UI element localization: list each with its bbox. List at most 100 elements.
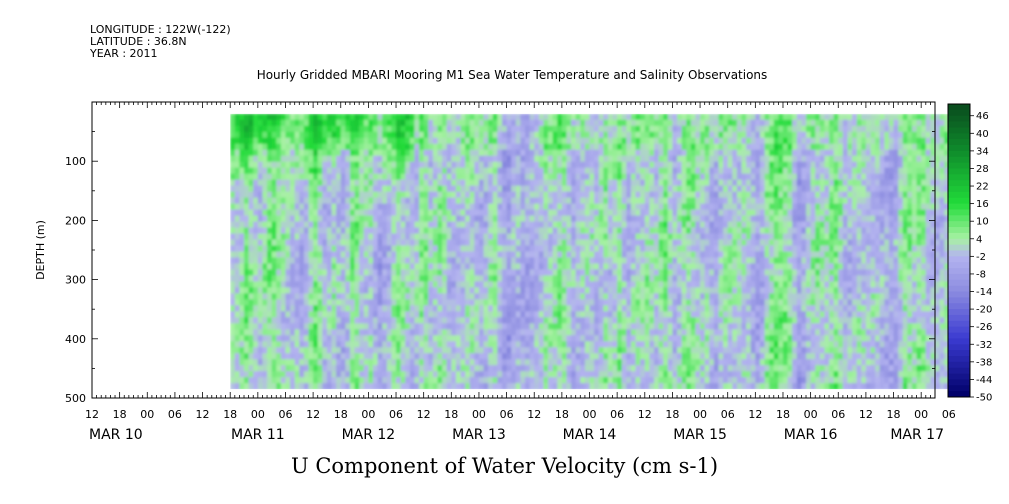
heatmap-cell — [617, 371, 623, 378]
heatmap-cell — [630, 293, 637, 301]
heatmap-cell — [603, 245, 609, 253]
heatmap-cell — [396, 275, 402, 283]
heatmap-cell — [377, 125, 384, 133]
heatmap-cell — [492, 383, 499, 390]
heatmap-cell — [276, 341, 282, 349]
heatmap-cell — [285, 269, 291, 277]
heatmap-cell — [511, 215, 517, 223]
heatmap-cell — [690, 179, 697, 187]
heatmap-cell — [244, 347, 250, 355]
heatmap-cell — [607, 251, 614, 259]
heatmap-cell — [686, 251, 692, 259]
heatmap-cell — [677, 191, 683, 199]
heatmap-cell — [382, 197, 388, 205]
heatmap-cell — [253, 197, 259, 205]
heatmap-cell — [603, 179, 609, 187]
heatmap-cell — [672, 275, 678, 283]
heatmap-cell — [607, 155, 614, 163]
heatmap-cell — [280, 293, 287, 301]
heatmap-cell — [709, 311, 715, 319]
heatmap-cell — [635, 311, 641, 319]
heatmap-cell — [686, 209, 692, 217]
heatmap-cell — [326, 377, 333, 384]
heatmap-cell — [313, 209, 319, 217]
heatmap-cell — [437, 119, 443, 127]
heatmap-cell — [239, 245, 245, 253]
heatmap-cell — [483, 281, 489, 289]
heatmap-cell — [488, 365, 494, 372]
heatmap-cell — [483, 245, 489, 253]
heatmap-cell — [359, 251, 365, 259]
heatmap-cell — [663, 137, 669, 145]
heatmap-cell — [377, 167, 384, 175]
heatmap-cell — [515, 221, 522, 229]
heatmap-cell — [515, 275, 522, 283]
heatmap-cell — [322, 275, 328, 283]
heatmap-cell — [322, 251, 328, 259]
heatmap-cell — [455, 317, 462, 325]
heatmap-cell — [340, 185, 347, 193]
heatmap-cell — [419, 185, 425, 193]
heatmap-cell — [460, 173, 466, 181]
heatmap-cell — [363, 257, 370, 265]
heatmap-cell — [460, 209, 466, 217]
heatmap-cell — [626, 215, 632, 223]
heatmap-cell — [575, 155, 582, 163]
heatmap-cell — [336, 149, 342, 157]
heatmap-cell — [580, 143, 586, 151]
heatmap-cell — [414, 227, 420, 235]
heatmap-cell — [294, 251, 301, 259]
heatmap-cell — [308, 269, 314, 277]
heatmap-cell — [700, 317, 706, 325]
heatmap-cell — [432, 311, 439, 319]
heatmap-cell — [538, 179, 545, 187]
heatmap-cell — [640, 233, 646, 241]
heatmap-cell — [396, 371, 402, 378]
heatmap-cell — [654, 203, 660, 211]
heatmap-cell — [640, 215, 646, 223]
heatmap-cell — [313, 317, 319, 325]
heatmap-cell — [285, 119, 291, 127]
heatmap-cell — [474, 119, 480, 127]
heatmap-cell — [566, 347, 572, 355]
heatmap-cell — [483, 341, 489, 349]
heatmap-cell — [303, 161, 310, 169]
latitude-label: LATITUDE : 36.8N — [90, 35, 187, 48]
heatmap-cell — [672, 125, 678, 133]
heatmap-cell — [677, 239, 683, 247]
heatmap-cell — [520, 215, 526, 223]
heatmap-cell — [571, 377, 577, 384]
heatmap-cell — [317, 155, 324, 163]
heatmap-cell — [428, 257, 434, 265]
heatmap-cell — [677, 203, 683, 211]
heatmap-cell — [336, 185, 342, 193]
heatmap-cell — [548, 359, 554, 366]
heatmap-cell — [474, 383, 480, 390]
heatmap-cell — [313, 299, 319, 307]
heatmap-cell — [501, 119, 508, 127]
heatmap-cell — [414, 173, 420, 181]
heatmap-cell — [529, 365, 536, 372]
heatmap-cell — [686, 269, 692, 277]
heatmap-cell — [423, 245, 430, 253]
heatmap-cell — [391, 125, 397, 133]
heatmap-cell — [354, 311, 360, 319]
heatmap-cell — [290, 317, 296, 325]
heatmap-cell — [654, 281, 660, 289]
heatmap-cell — [326, 335, 333, 343]
heatmap-cell — [244, 293, 250, 301]
heatmap-cell — [515, 263, 522, 271]
heatmap-cell — [561, 263, 568, 271]
heatmap-cell — [566, 125, 572, 133]
heatmap-cell — [340, 269, 347, 277]
heatmap-cell — [612, 215, 618, 223]
heatmap-cell — [492, 305, 499, 313]
heatmap-cell — [244, 155, 250, 163]
heatmap-cell — [571, 143, 577, 151]
heatmap-cell — [377, 239, 384, 247]
heatmap-cell — [635, 203, 641, 211]
heatmap-cell — [584, 275, 591, 283]
heatmap-cell — [672, 149, 678, 157]
heatmap-cell — [455, 173, 462, 181]
heatmap-cell — [709, 293, 715, 301]
